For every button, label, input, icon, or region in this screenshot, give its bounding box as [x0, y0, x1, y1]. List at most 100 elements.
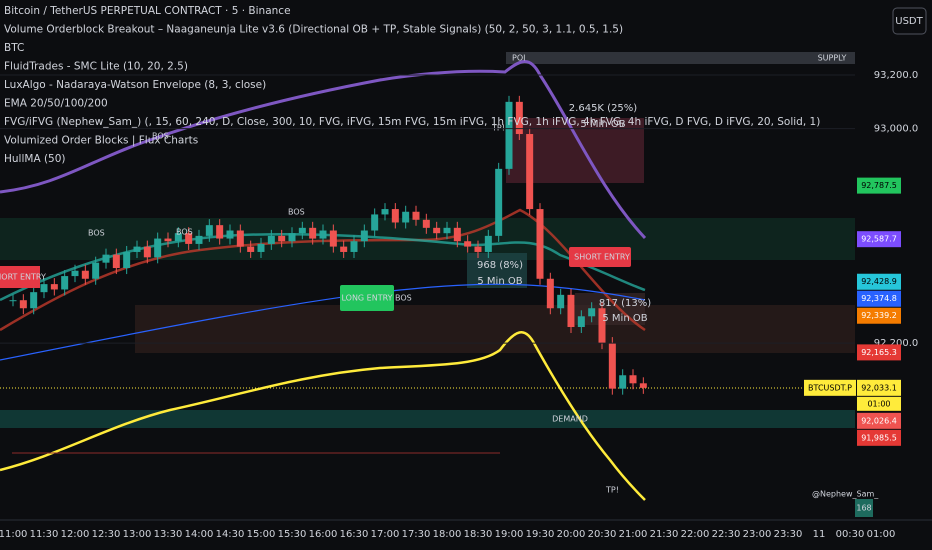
- x-tick-label: 17:00: [371, 529, 400, 540]
- x-tick-label: 23:00: [743, 529, 772, 540]
- candle: [381, 209, 389, 215]
- price-tag-label: 92,026.4: [861, 416, 897, 425]
- bos-label: BOS: [395, 294, 412, 303]
- candle: [71, 270, 79, 277]
- x-tick-label: 01:00: [867, 529, 896, 540]
- candle: [143, 246, 151, 258]
- x-tick-label: 16:00: [309, 529, 338, 540]
- candle: [495, 168, 503, 236]
- candle: [515, 101, 523, 135]
- x-tick-label: 11: [813, 529, 826, 540]
- symbol-tag: [804, 379, 856, 396]
- candles: [9, 95, 647, 395]
- price-tag-label: 92,428.9: [861, 277, 897, 286]
- candle: [9, 300, 17, 302]
- y-tick-label: 93,200.0: [874, 70, 919, 81]
- x-tick-label: 11:30: [30, 529, 59, 540]
- currency: USDT: [895, 16, 923, 27]
- candle: [205, 225, 213, 236]
- x-tick-label: 20:30: [588, 529, 617, 540]
- currency-button[interactable]: [892, 7, 927, 35]
- x-tick-label: 22:30: [712, 529, 741, 540]
- candle: [30, 292, 38, 309]
- price-tag-label: 92,374.8: [861, 294, 897, 303]
- candle: [257, 243, 265, 252]
- price-tag-label: 92,787.5: [861, 181, 897, 190]
- candle: [598, 308, 606, 344]
- x-tick-label: 22:00: [681, 529, 710, 540]
- x-tick-label: 19:00: [495, 529, 524, 540]
- price-tag-label: 92,339.2: [861, 311, 897, 320]
- candle: [608, 343, 616, 389]
- zone: [135, 305, 855, 353]
- tp-label: TP!: [605, 486, 619, 495]
- x-tick-label: 19:30: [526, 529, 555, 540]
- short-entry: SHORT ENTRY: [0, 273, 46, 282]
- x-tick-label: 18:30: [464, 529, 493, 540]
- demand-label: DEMAND: [552, 415, 588, 424]
- x-tick-label: 13:00: [123, 529, 152, 540]
- candle: [443, 227, 451, 234]
- candle: [639, 383, 647, 388]
- candle: [247, 246, 255, 252]
- x-tick-label: 23:30: [774, 529, 803, 540]
- candle: [164, 238, 172, 242]
- x-tick-label: 15:30: [278, 529, 307, 540]
- candle: [391, 209, 399, 223]
- candle: [236, 230, 244, 247]
- candle: [329, 230, 337, 247]
- price-tag-label: 91,985.5: [861, 433, 897, 442]
- candle: [464, 241, 472, 247]
- candle: [536, 209, 544, 279]
- candle: [371, 214, 379, 231]
- candle: [185, 233, 193, 244]
- x-tick-label: 21:00: [619, 529, 648, 540]
- candle: [133, 246, 141, 252]
- candle: [360, 230, 368, 242]
- hull-line: [0, 331, 646, 501]
- indicator-title: Volumized Order Blocks | Flux Charts: [4, 135, 198, 147]
- candle: [567, 294, 575, 328]
- candle: [267, 235, 275, 244]
- candle: [319, 230, 327, 239]
- price-tag-label: 92,165.3: [861, 348, 897, 357]
- candle: [588, 308, 596, 317]
- candle: [629, 375, 637, 384]
- supply-label: SUPPLY: [818, 54, 847, 63]
- x-tick-label: 15:00: [247, 529, 276, 540]
- candle: [19, 300, 27, 309]
- candle: [433, 227, 441, 234]
- price-tag-label: 92,033.1: [861, 383, 897, 392]
- x-tick-label: 12:30: [92, 529, 121, 540]
- price-tag: [857, 429, 901, 446]
- x-tick-label: 21:30: [650, 529, 679, 540]
- candle: [81, 270, 89, 279]
- poi-label: POI: [512, 54, 525, 63]
- candle: [226, 230, 234, 239]
- watermark: @Nephew_Sam_: [812, 490, 879, 499]
- bos-label: BOS: [152, 132, 169, 141]
- candle: [526, 134, 534, 210]
- countdown: 01:00: [867, 399, 890, 408]
- indicator-title: EMA 20/50/100/200: [4, 98, 108, 110]
- indicator-title: FluidTrades - SMC Lite (10, 20, 2.5): [4, 61, 188, 73]
- symbol-tag-label: BTCUSDT.P: [808, 383, 852, 392]
- price-tag: [857, 177, 901, 194]
- x-tick-label: 18:00: [433, 529, 462, 540]
- x-tick-label: 14:30: [216, 529, 245, 540]
- indicator-title: Volume Orderblock Breakout – Naaganeunja…: [4, 24, 623, 36]
- candle: [278, 235, 286, 242]
- tp-label: TP!: [491, 124, 505, 133]
- bos-label: BOS: [88, 229, 105, 238]
- x-tick-label: 13:30: [154, 529, 183, 540]
- candle: [154, 238, 162, 258]
- ob-name: 5 Min OB: [580, 119, 625, 130]
- bos-label: BOS: [176, 228, 193, 237]
- price-tag: [857, 273, 901, 290]
- volume-tag: [855, 499, 873, 517]
- countdown-tag: [857, 396, 901, 411]
- candle: [422, 219, 430, 228]
- candle: [195, 235, 203, 244]
- candle: [546, 278, 554, 309]
